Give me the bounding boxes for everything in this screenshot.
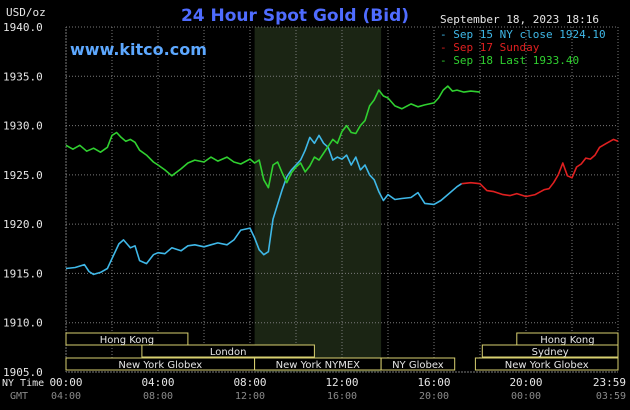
session-label: Sydney: [532, 347, 569, 358]
x-tick-label-ny: 20:00: [509, 376, 542, 389]
chart-datetime: September 18, 2023 18:16: [440, 13, 599, 26]
x-tick-label-ny: 16:00: [417, 376, 450, 389]
session-label: New York Globex: [118, 360, 202, 371]
series-line: [65, 134, 463, 276]
session-box: [481, 344, 619, 358]
series-line: [65, 85, 481, 189]
legend-entry: - Sep 17 Sunday: [440, 41, 540, 54]
ny-time-label: NY Time: [2, 378, 44, 389]
y-tick-label: 1940.0: [3, 21, 43, 34]
y-axis-tick-labels: 1940.0 1935.0 1930.0 1925.0 1920.0 1915.0 1910…: [3, 21, 43, 379]
x-tick-label-gmt: 12:00: [235, 391, 265, 402]
session-box: [380, 357, 456, 371]
trading-sessions: Hong Kong London New York Globex New York N…: [65, 332, 619, 371]
grid-lines: [65, 26, 619, 373]
legend-entry: - Sep 15 NY close 1924.10: [440, 28, 606, 41]
y-tick-label: 1915.0: [3, 267, 43, 280]
x-tick-label-gmt: 16:00: [327, 391, 357, 402]
x-tick-label-ny: 23:59: [593, 376, 626, 389]
session-label: NY Globex: [392, 360, 444, 371]
gmt-label: GMT: [10, 391, 28, 402]
series-line: [461, 138, 619, 198]
y-tick-label: 1925.0: [3, 169, 43, 182]
y-tick-label: 1935.0: [3, 70, 43, 83]
session-label: New York NYMEX: [276, 360, 361, 371]
nymex-session-highlight: [254, 27, 382, 372]
x-tick-label-gmt: 20:00: [419, 391, 449, 402]
plot-frame: [65, 26, 619, 373]
x-tick-label-ny: 12:00: [325, 376, 358, 389]
x-tick-label-gmt: 03:59: [596, 391, 626, 402]
x-tick-label-ny: 00:00: [49, 376, 82, 389]
session-label: New York Globex: [505, 360, 589, 371]
legend: - Sep 15 NY close 1924.10- Sep 17 Sunday…: [440, 28, 606, 67]
session-label: Hong Kong: [100, 335, 154, 346]
y-tick-label: 1920.0: [3, 218, 43, 231]
site-url[interactable]: www.kitco.com: [70, 40, 207, 59]
session-box: [141, 344, 315, 358]
session-label: London: [210, 347, 247, 358]
session-label: Hong Kong: [540, 335, 594, 346]
session-box: [65, 332, 189, 346]
x-tick-label-gmt: 08:00: [143, 391, 173, 402]
x-tick-label-gmt: 00:00: [511, 391, 541, 402]
y-tick-label: 1910.0: [3, 317, 43, 330]
price-series: [65, 85, 619, 276]
y-axis-unit: USD/oz: [6, 6, 46, 19]
x-tick-label-ny: 08:00: [233, 376, 266, 389]
chart-title: 24 Hour Spot Gold (Bid): [181, 6, 409, 26]
legend-entry: - Sep 18 Last 1933.40: [440, 54, 579, 67]
x-tick-label-gmt: 04:00: [51, 391, 81, 402]
y-tick-label: 1930.0: [3, 120, 43, 133]
session-box: [474, 357, 619, 371]
x-tick-label-ny: 04:00: [141, 376, 174, 389]
y-tick-label: 1905.0: [3, 366, 43, 379]
x-axis-tick-labels: 00:00 04:00 08:00 12:00 16:00 20:00 23:59 04:00…: [49, 376, 626, 402]
